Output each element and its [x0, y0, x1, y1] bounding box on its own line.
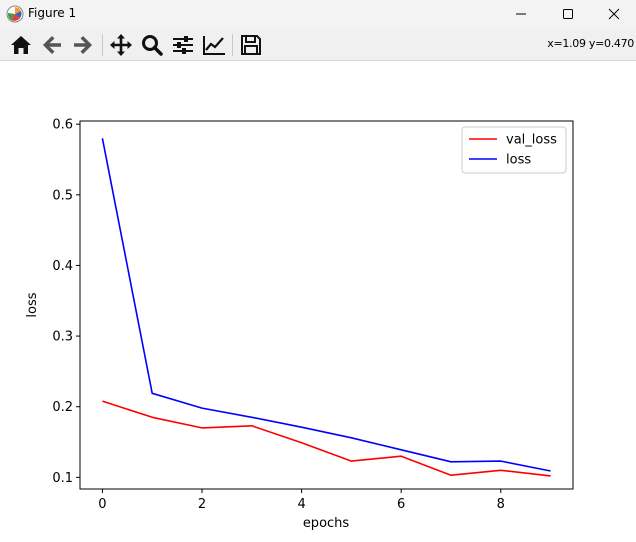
magnifier-icon — [142, 35, 163, 56]
y-tick-label: 0.2 — [52, 400, 73, 415]
minimize-icon — [516, 13, 526, 15]
close-button[interactable] — [591, 0, 636, 28]
zoom-button[interactable] — [139, 32, 165, 58]
x-tick-label: 8 — [497, 497, 505, 512]
series-line-loss — [101, 138, 551, 472]
close-icon — [608, 8, 620, 20]
x-tick-label: 4 — [297, 497, 305, 512]
floppy-disk-icon — [241, 35, 261, 55]
navigation-toolbar: x=1.09 y=0.470 — [0, 28, 636, 61]
figure-canvas[interactable]: 0 2 4 6 8 0.1 0.2 0.3 0.4 0.5 0.6 epochs loss val… — [0, 61, 636, 542]
legend: val_loss loss — [461, 126, 567, 174]
toolbar-separator — [102, 34, 103, 56]
home-button[interactable] — [8, 32, 34, 58]
maximize-button[interactable] — [545, 0, 591, 28]
minimize-button[interactable] — [498, 0, 544, 28]
legend-label-val-loss: val_loss — [506, 133, 557, 148]
y-tick-label: 0.3 — [52, 330, 73, 345]
toolbar-separator — [232, 34, 233, 56]
window-title: Figure 1 — [28, 6, 77, 20]
x-axis-label: epochs — [303, 516, 350, 531]
x-tick-label: 6 — [397, 497, 405, 512]
arrow-right-icon — [74, 36, 92, 54]
y-tick-label: 0.4 — [52, 259, 73, 274]
move-icon — [110, 34, 132, 56]
y-axis-label: loss — [25, 292, 40, 317]
forward-button[interactable] — [70, 32, 96, 58]
line-chart-icon — [203, 36, 225, 55]
pan-button[interactable] — [108, 32, 134, 58]
y-tick-label: 0.5 — [52, 188, 73, 203]
maximize-icon — [563, 9, 573, 19]
arrow-left-icon — [43, 36, 61, 54]
x-tick-label: 2 — [198, 497, 206, 512]
matplotlib-app-icon — [6, 5, 24, 23]
y-axis-ticks: 0.1 0.2 0.3 0.4 0.5 0.6 — [52, 118, 80, 486]
plot-area — [101, 138, 551, 477]
y-tick-label: 0.6 — [52, 118, 73, 133]
customize-button[interactable] — [201, 32, 227, 58]
home-icon — [11, 36, 31, 54]
save-button[interactable] — [238, 32, 264, 58]
cursor-coordinates: x=1.09 y=0.470 — [547, 37, 634, 50]
x-axis-ticks: 0 2 4 6 8 — [98, 489, 505, 512]
back-button[interactable] — [39, 32, 65, 58]
title-bar: Figure 1 — [0, 0, 636, 28]
legend-label-loss: loss — [506, 153, 531, 168]
sliders-icon — [173, 36, 193, 54]
x-tick-label: 0 — [98, 497, 106, 512]
y-tick-label: 0.1 — [52, 471, 73, 486]
subplots-button[interactable] — [170, 32, 196, 58]
axes-frame — [79, 120, 574, 490]
series-line-val-loss — [102, 400, 551, 477]
